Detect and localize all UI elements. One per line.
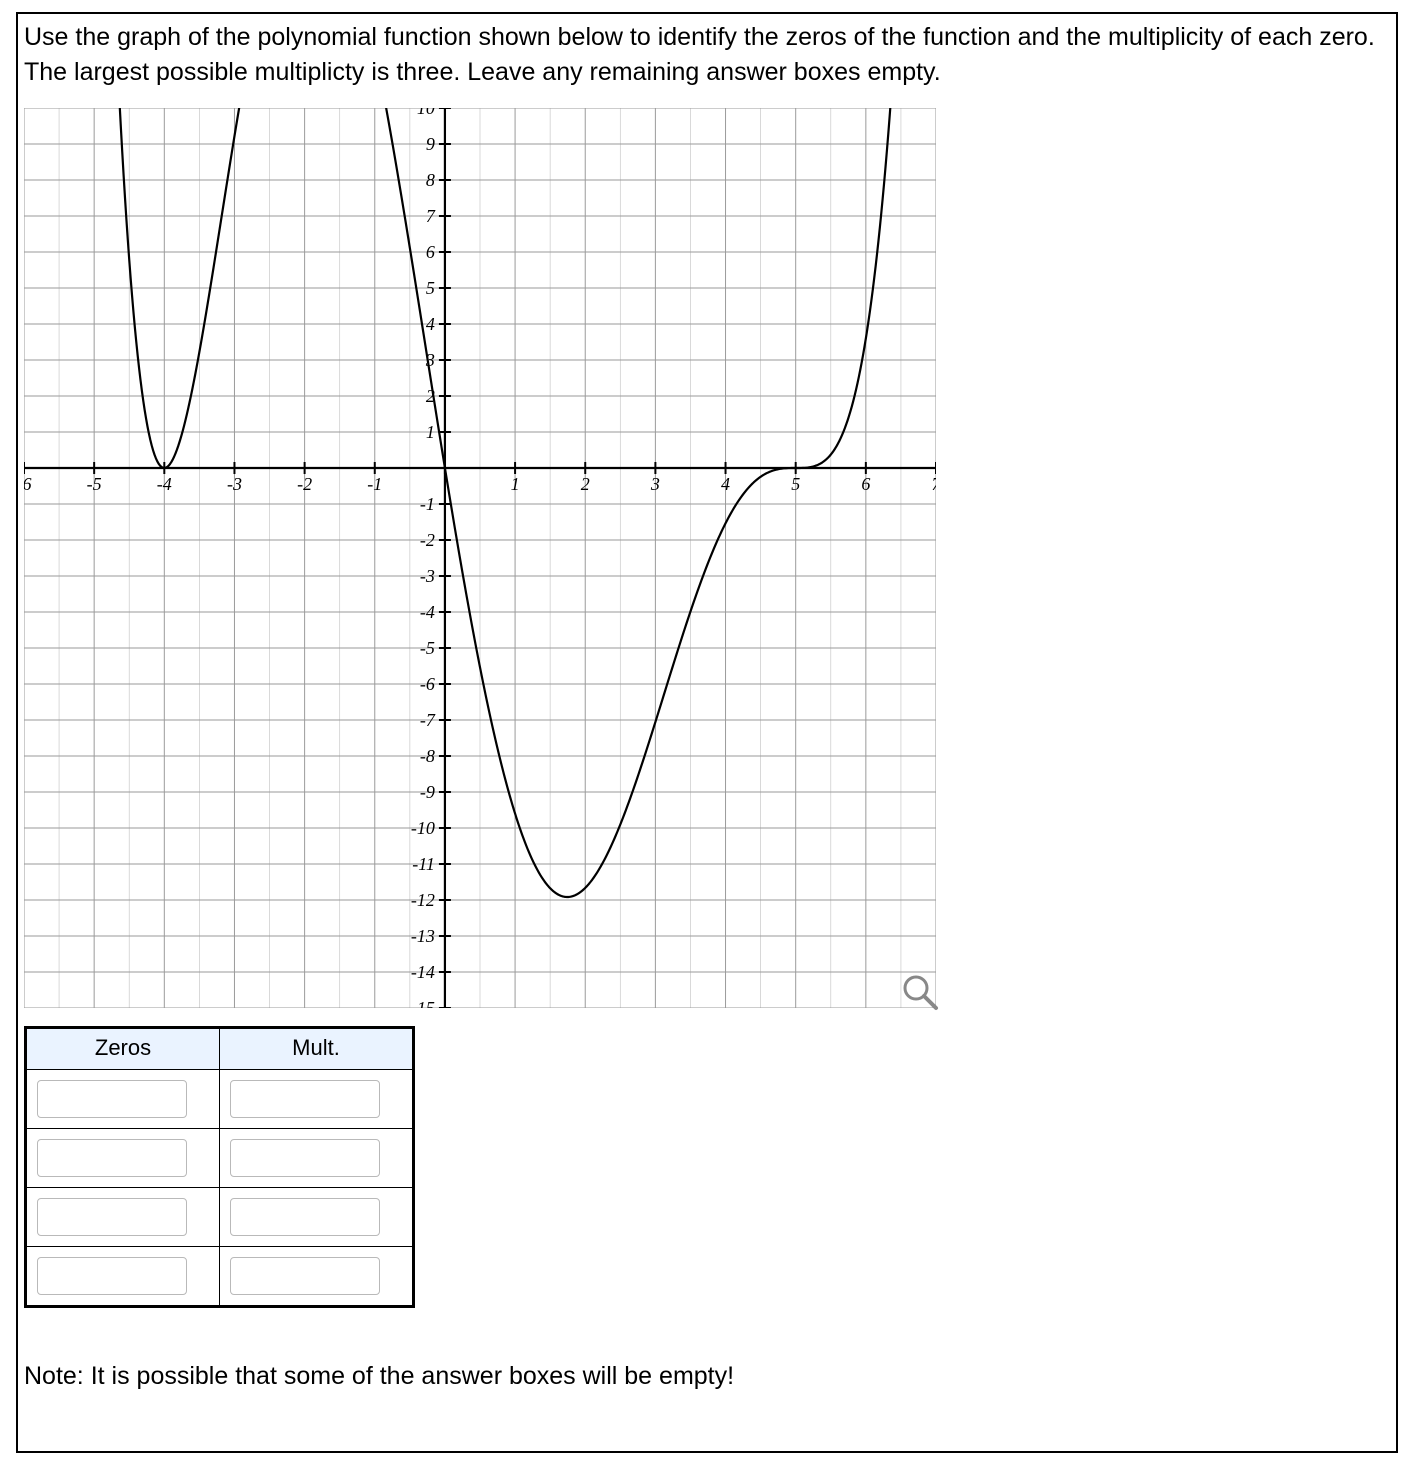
svg-text:6: 6: [861, 474, 870, 494]
mult-input[interactable]: [230, 1198, 380, 1236]
svg-text:10: 10: [417, 108, 435, 118]
mult-input[interactable]: [230, 1257, 380, 1295]
table-row: [27, 1129, 413, 1188]
svg-text:-6: -6: [24, 474, 32, 494]
svg-text:-10: -10: [411, 818, 435, 838]
svg-text:7: 7: [426, 206, 436, 226]
svg-text:-6: -6: [420, 674, 435, 694]
note-text: Note: It is possible that some of the an…: [22, 1314, 1386, 1391]
zero-input[interactable]: [37, 1257, 187, 1295]
zero-input[interactable]: [37, 1080, 187, 1118]
svg-text:-13: -13: [411, 926, 435, 946]
svg-text:-5: -5: [420, 638, 435, 658]
graph-area: -6-5-4-3-2-11234567-15-14-13-12-11-10-9-…: [24, 108, 936, 1008]
svg-text:-2: -2: [420, 530, 435, 550]
table-row: [27, 1188, 413, 1247]
svg-text:-15: -15: [411, 998, 435, 1008]
svg-text:-1: -1: [367, 474, 382, 494]
svg-text:-14: -14: [411, 962, 435, 982]
table-row: [27, 1070, 413, 1129]
svg-text:-4: -4: [157, 474, 172, 494]
svg-text:-8: -8: [420, 746, 435, 766]
magnifier-icon[interactable]: [900, 972, 940, 1012]
table-header-zeros: Zeros: [27, 1029, 220, 1070]
svg-text:-2: -2: [297, 474, 312, 494]
svg-text:5: 5: [426, 278, 435, 298]
svg-text:9: 9: [426, 134, 435, 154]
svg-text:-3: -3: [227, 474, 242, 494]
mult-input[interactable]: [230, 1080, 380, 1118]
mult-input[interactable]: [230, 1139, 380, 1177]
zero-input[interactable]: [37, 1198, 187, 1236]
svg-text:1: 1: [426, 422, 435, 442]
svg-text:8: 8: [426, 170, 435, 190]
svg-text:-1: -1: [420, 494, 435, 514]
svg-text:-12: -12: [411, 890, 435, 910]
svg-text:4: 4: [426, 314, 435, 334]
polynomial-graph: -6-5-4-3-2-11234567-15-14-13-12-11-10-9-…: [24, 108, 936, 1008]
table-header-mult: Mult.: [220, 1029, 413, 1070]
svg-text:3: 3: [650, 474, 660, 494]
svg-text:4: 4: [721, 474, 730, 494]
svg-text:5: 5: [791, 474, 800, 494]
svg-text:-9: -9: [420, 782, 435, 802]
svg-text:7: 7: [932, 474, 937, 494]
svg-text:2: 2: [581, 474, 590, 494]
question-text: Use the graph of the polynomial function…: [22, 14, 1386, 108]
answer-table: Zeros Mult.: [24, 1026, 415, 1308]
svg-text:-5: -5: [87, 474, 102, 494]
svg-text:6: 6: [426, 242, 435, 262]
svg-text:-3: -3: [420, 566, 435, 586]
svg-text:1: 1: [511, 474, 520, 494]
zero-input[interactable]: [37, 1139, 187, 1177]
table-row: [27, 1247, 413, 1306]
svg-text:-4: -4: [420, 602, 435, 622]
svg-text:-11: -11: [412, 854, 435, 874]
svg-text:-7: -7: [420, 710, 436, 730]
